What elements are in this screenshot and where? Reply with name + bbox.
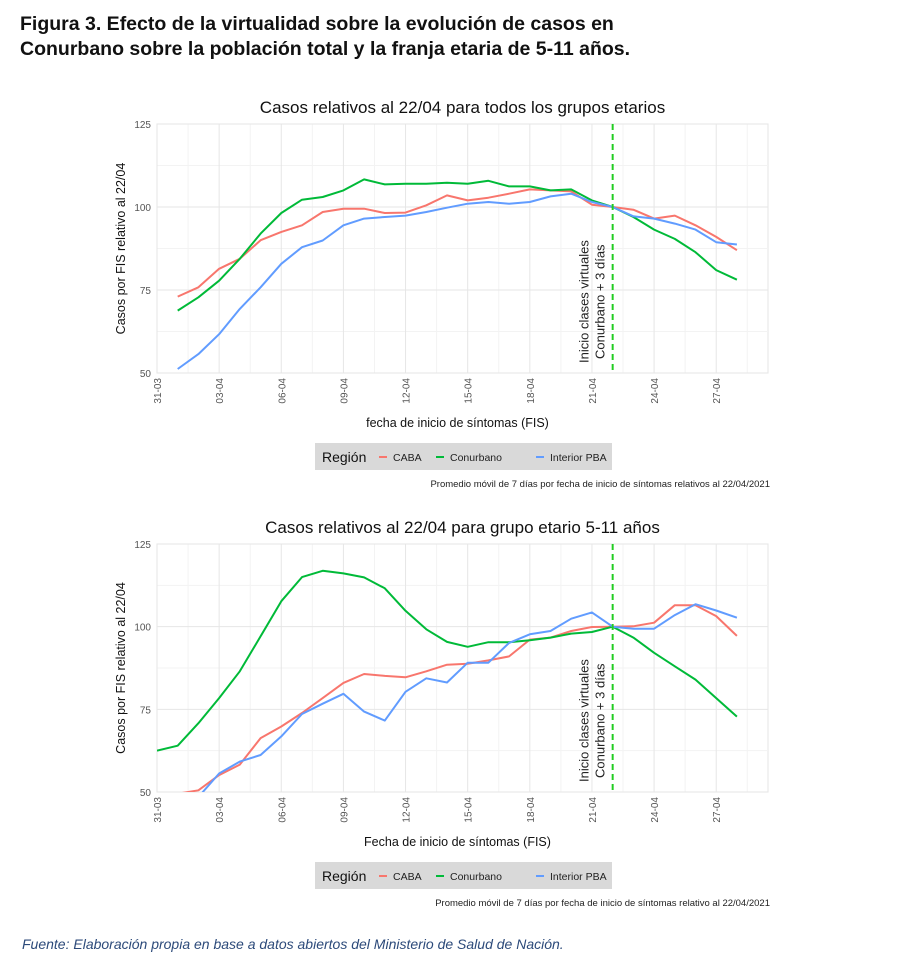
figure-title: Figura 3. Efecto de la virtualidad sobre…: [20, 12, 630, 62]
chart-note: Promedio móvil de 7 días por fecha de in…: [430, 479, 770, 490]
figure-title-line-2: Conurbano sobre la población total y la …: [20, 38, 631, 60]
y-tick-label: 50: [140, 369, 152, 380]
legend-label: Interior PBA: [550, 452, 607, 464]
source-note: Fuente: Elaboración propia en base a dat…: [22, 936, 564, 952]
x-tick-label: 24-04: [650, 797, 661, 823]
chart-all-ages: Casos relativos al 22/04 para todos los …: [114, 98, 770, 490]
chart-title: Casos relativos al 22/04 para todos los …: [260, 98, 665, 117]
x-tick-label: 18-04: [526, 378, 537, 404]
series-group: [177, 178, 738, 370]
x-tick-label: 15-04: [464, 378, 475, 404]
x-axis-label: fecha de inicio de síntomas (FIS): [366, 416, 549, 430]
x-tick-label: 12-04: [402, 797, 413, 823]
vline-annotation-line-2: Conurbano + 3 días: [593, 663, 608, 778]
legend-box: [315, 862, 612, 889]
x-tick-label: 21-04: [588, 797, 599, 823]
x-tick-label: 03-04: [215, 797, 226, 823]
x-tick-label: 03-04: [215, 378, 226, 404]
x-axis-label: Fecha de inicio de síntomas (FIS): [364, 835, 551, 849]
x-tick-label: 06-04: [277, 378, 288, 404]
series-group: [157, 569, 738, 792]
legend-label: CABA: [393, 452, 422, 464]
legend-title: Región: [322, 868, 366, 884]
x-tick-label: 27-04: [712, 378, 723, 404]
y-tick-label: 125: [134, 120, 151, 131]
x-tick-label: 31-03: [153, 797, 164, 823]
y-tick-label: 75: [140, 705, 152, 716]
x-tick-label: 12-04: [402, 378, 413, 404]
y-tick-label: 75: [140, 286, 152, 297]
vline-annotation-line-2: Conurbano + 3 días: [593, 244, 608, 359]
figure-title-line-1: Figura 3. Efecto de la virtualidad sobre…: [20, 13, 614, 35]
series-line-interior-pba: [201, 603, 738, 792]
chart-title: Casos relativos al 22/04 para grupo etar…: [265, 518, 660, 537]
chart-5-11-years: Casos relativos al 22/04 para grupo etar…: [114, 518, 770, 909]
legend-label: Interior PBA: [550, 871, 607, 883]
x-tick-label: 15-04: [464, 797, 475, 823]
y-axis-label: Casos por FIS relativo al 22/04: [114, 163, 128, 335]
y-tick-label: 100: [134, 623, 151, 634]
x-tick-label: 31-03: [153, 378, 164, 404]
legend-label: CABA: [393, 871, 422, 883]
vline-annotation-line-1: Inicio clases virtuales: [577, 240, 592, 363]
series-line-interior-pba: [177, 192, 738, 370]
series-line-conurbano: [177, 178, 738, 312]
x-tick-label: 09-04: [339, 378, 350, 404]
x-tick-label: 18-04: [526, 797, 537, 823]
vline-annotation-line-1: Inicio clases virtuales: [577, 659, 592, 782]
series-line-caba: [181, 604, 738, 792]
legend-title: Región: [322, 449, 366, 465]
x-tick-label: 24-04: [650, 378, 661, 404]
y-tick-label: 125: [134, 540, 151, 551]
y-axis-label: Casos por FIS relativo al 22/04: [114, 582, 128, 754]
series-line-caba: [177, 188, 738, 298]
y-tick-label: 100: [134, 203, 151, 214]
legend-label: Conurbano: [450, 871, 502, 883]
chart-note: Promedio móvil de 7 días por fecha de in…: [435, 898, 770, 909]
x-tick-label: 06-04: [277, 797, 288, 823]
series-line-conurbano: [157, 569, 738, 752]
legend-label: Conurbano: [450, 452, 502, 464]
x-tick-label: 09-04: [339, 797, 350, 823]
y-tick-label: 50: [140, 788, 152, 799]
x-tick-label: 27-04: [712, 797, 723, 823]
x-tick-label: 21-04: [588, 378, 599, 404]
legend-box: [315, 443, 612, 470]
